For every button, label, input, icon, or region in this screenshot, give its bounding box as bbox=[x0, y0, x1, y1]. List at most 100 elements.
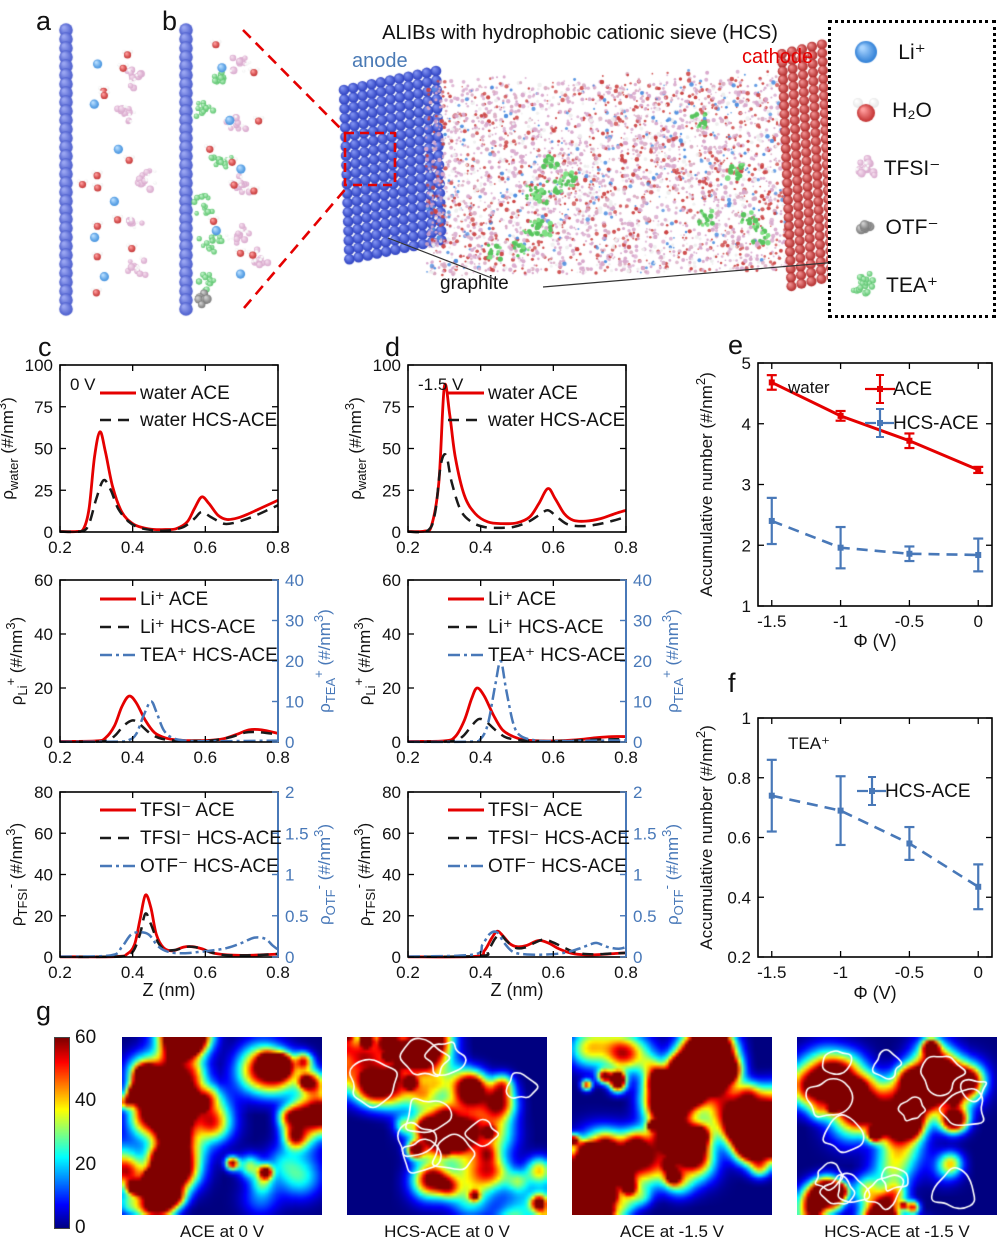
svg-text:0.6: 0.6 bbox=[194, 963, 218, 982]
colorbar-tick-40: 40 bbox=[75, 1090, 97, 1112]
heatmap-hcs-ace-0v bbox=[347, 1037, 547, 1215]
svg-text:water HCS-ACE: water HCS-ACE bbox=[139, 410, 277, 431]
tea-label: TEA⁺ bbox=[886, 274, 938, 298]
svg-text:20: 20 bbox=[633, 652, 652, 671]
svg-text:2: 2 bbox=[285, 783, 294, 802]
colorbar-tick-20: 20 bbox=[75, 1153, 97, 1175]
svg-text:ρwater (#/nm3): ρwater (#/nm3) bbox=[342, 397, 369, 500]
svg-text:-1: -1 bbox=[833, 963, 848, 982]
svg-text:60: 60 bbox=[34, 571, 53, 590]
svg-text:60: 60 bbox=[382, 824, 401, 843]
svg-text:-1: -1 bbox=[833, 612, 848, 631]
interface-snapshot-ace bbox=[52, 22, 164, 322]
svg-text:HCS-ACE: HCS-ACE bbox=[885, 781, 971, 802]
svg-text:water ACE: water ACE bbox=[487, 383, 578, 404]
svg-text:75: 75 bbox=[382, 398, 401, 417]
heatmap-colorbar bbox=[54, 1037, 70, 1229]
panel-label-f: f bbox=[728, 668, 736, 698]
svg-text:ρwater (#/nm3): ρwater (#/nm3) bbox=[0, 397, 21, 500]
li-ion-icon bbox=[841, 28, 891, 77]
panel-label-d: d bbox=[385, 332, 401, 362]
svg-text:TFSI⁻ HCS-ACE: TFSI⁻ HCS-ACE bbox=[140, 828, 282, 849]
svg-text:0.6: 0.6 bbox=[194, 748, 218, 767]
svg-text:-0.5: -0.5 bbox=[895, 963, 924, 982]
legend-item-li: Li⁺ bbox=[831, 25, 993, 79]
svg-text:0.5: 0.5 bbox=[285, 907, 309, 926]
svg-text:water ACE: water ACE bbox=[139, 383, 230, 404]
svg-text:30: 30 bbox=[285, 612, 304, 631]
cathode-label: cathode bbox=[742, 46, 814, 68]
svg-text:0: 0 bbox=[285, 733, 294, 752]
svg-text:ρOTF- (#/nm3): ρOTF- (#/nm3) bbox=[311, 824, 338, 925]
svg-text:20: 20 bbox=[382, 907, 401, 926]
panel-label-e: e bbox=[728, 330, 744, 360]
svg-text:0.2: 0.2 bbox=[48, 538, 72, 557]
svg-text:0.2: 0.2 bbox=[48, 748, 72, 767]
svg-text:0.2: 0.2 bbox=[396, 748, 420, 767]
svg-text:TFSI⁻ ACE: TFSI⁻ ACE bbox=[140, 800, 235, 821]
colorbar-tick-0: 0 bbox=[75, 1217, 86, 1238]
li-ion-label: Li⁺ bbox=[898, 40, 926, 64]
water-molecule-icon bbox=[841, 86, 891, 135]
heatmap-hcs-ace-1p5v bbox=[797, 1037, 997, 1215]
svg-text:0.6: 0.6 bbox=[542, 538, 566, 557]
svg-text:40: 40 bbox=[285, 571, 304, 590]
panel-label-c: c bbox=[38, 332, 52, 362]
svg-text:10: 10 bbox=[633, 693, 652, 712]
svg-text:1: 1 bbox=[633, 866, 642, 885]
svg-text:0.2: 0.2 bbox=[396, 538, 420, 557]
svg-text:1.5: 1.5 bbox=[633, 824, 657, 843]
svg-text:OTF⁻ HCS-ACE: OTF⁻ HCS-ACE bbox=[488, 856, 627, 877]
heatmap-caption-1: ACE at 0 V bbox=[179, 1222, 265, 1241]
svg-text:0: 0 bbox=[974, 612, 983, 631]
svg-text:ρTEA+ (#/nm3): ρTEA+ (#/nm3) bbox=[659, 609, 686, 713]
legend-item-h2o: H₂O bbox=[831, 84, 993, 138]
svg-text:60: 60 bbox=[34, 824, 53, 843]
svg-text:75: 75 bbox=[34, 398, 53, 417]
svg-text:2: 2 bbox=[742, 536, 751, 555]
tfsi-anion-icon bbox=[841, 144, 891, 193]
svg-text:ρTFSI- (#/nm3): ρTFSI- (#/nm3) bbox=[3, 823, 30, 926]
svg-text:0.4: 0.4 bbox=[469, 538, 493, 557]
svg-text:1.5: 1.5 bbox=[285, 824, 309, 843]
svg-text:0 V: 0 V bbox=[70, 375, 96, 394]
svg-text:0.6: 0.6 bbox=[542, 748, 566, 767]
svg-text:Φ (V): Φ (V) bbox=[853, 631, 896, 651]
svg-text:TEA⁺ HCS-ACE: TEA⁺ HCS-ACE bbox=[140, 645, 278, 666]
heatmap-ace-1p5v bbox=[572, 1037, 772, 1215]
colorbar-tick-60: 60 bbox=[75, 1027, 97, 1048]
svg-text:0: 0 bbox=[44, 948, 53, 967]
svg-text:25: 25 bbox=[34, 481, 53, 500]
chart-f: -1.5 -1 -0.5 0 0.2 0.4 0.6 0.8 1 Accumulative num… bbox=[693, 709, 993, 1003]
svg-text:-0.5: -0.5 bbox=[895, 612, 924, 631]
svg-text:HCS-ACE: HCS-ACE bbox=[893, 413, 979, 434]
svg-text:0.4: 0.4 bbox=[121, 538, 145, 557]
svg-text:Z (nm): Z (nm) bbox=[143, 980, 196, 1000]
svg-text:-1.5: -1.5 bbox=[757, 612, 786, 631]
tfsi-label: TFSI⁻ bbox=[883, 157, 941, 181]
svg-text:Li⁺ ACE: Li⁺ ACE bbox=[488, 589, 556, 610]
svg-text:Accumulative number (#/nm2): Accumulative number (#/nm2) bbox=[693, 372, 716, 597]
legend-item-tea: TEA⁺ bbox=[831, 259, 993, 313]
svg-text:20: 20 bbox=[382, 679, 401, 698]
svg-text:0.2: 0.2 bbox=[48, 963, 72, 982]
tea-cation-icon bbox=[841, 261, 891, 310]
interface-snapshot-hcs-ace bbox=[172, 22, 284, 322]
heatmap-caption-3: ACE at -1.5 V bbox=[620, 1222, 724, 1241]
species-legend-box: Li⁺ H₂O TFSI⁻ OTF⁻ TEA⁺ bbox=[828, 20, 996, 318]
svg-text:Φ (V): Φ (V) bbox=[853, 983, 896, 1003]
svg-text:Accumulative number (#/nm2): Accumulative number (#/nm2) bbox=[693, 725, 716, 950]
svg-text:0.8: 0.8 bbox=[266, 748, 290, 767]
svg-text:0.8: 0.8 bbox=[614, 748, 638, 767]
svg-text:-1.5 V: -1.5 V bbox=[418, 375, 464, 394]
legend-item-otf: OTF⁻ bbox=[831, 200, 993, 254]
svg-text:0.6: 0.6 bbox=[542, 963, 566, 982]
otf-label: OTF⁻ bbox=[885, 215, 939, 239]
svg-text:ρLi+ (#/nm3): ρLi+ (#/nm3) bbox=[3, 617, 30, 705]
svg-text:0.5: 0.5 bbox=[633, 907, 657, 926]
